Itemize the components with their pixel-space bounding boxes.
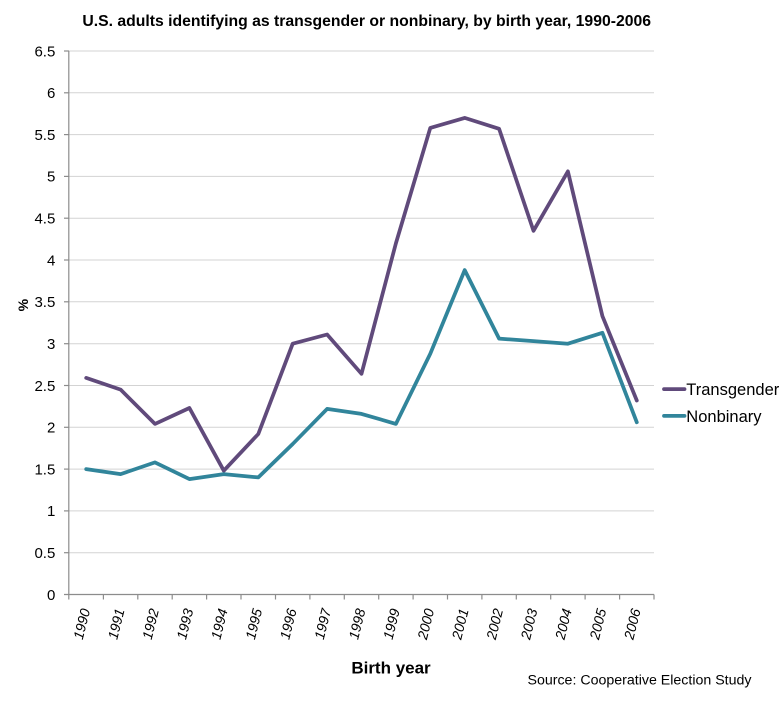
svg-text:0.5: 0.5 bbox=[34, 545, 55, 562]
svg-text:%: % bbox=[15, 298, 31, 311]
svg-text:1998: 1998 bbox=[345, 607, 368, 641]
svg-text:5.5: 5.5 bbox=[34, 127, 55, 144]
svg-text:1996: 1996 bbox=[277, 607, 300, 641]
svg-text:3: 3 bbox=[47, 336, 55, 353]
svg-text:2002: 2002 bbox=[483, 607, 506, 642]
svg-text:1992: 1992 bbox=[139, 607, 162, 641]
svg-text:1.5: 1.5 bbox=[34, 461, 55, 478]
svg-text:2004: 2004 bbox=[552, 607, 575, 642]
svg-text:0: 0 bbox=[47, 587, 55, 604]
svg-text:2005: 2005 bbox=[586, 607, 609, 642]
svg-text:1997: 1997 bbox=[311, 606, 334, 641]
svg-text:6.5: 6.5 bbox=[34, 43, 55, 60]
svg-text:2001: 2001 bbox=[448, 607, 471, 642]
svg-text:Transgender: Transgender bbox=[686, 381, 779, 399]
svg-text:2000: 2000 bbox=[414, 607, 437, 642]
svg-text:Source: Cooperative Election S: Source: Cooperative Election Study bbox=[528, 673, 753, 689]
svg-text:1990: 1990 bbox=[70, 607, 93, 641]
svg-text:3.5: 3.5 bbox=[34, 294, 55, 311]
svg-text:4.5: 4.5 bbox=[34, 211, 55, 228]
svg-text:1995: 1995 bbox=[242, 607, 265, 641]
svg-text:5: 5 bbox=[47, 169, 55, 186]
svg-text:2006: 2006 bbox=[620, 607, 643, 642]
svg-text:1991: 1991 bbox=[104, 607, 127, 641]
svg-text:Birth year: Birth year bbox=[351, 659, 431, 678]
svg-text:1999: 1999 bbox=[380, 607, 403, 641]
svg-text:2003: 2003 bbox=[517, 607, 540, 642]
svg-text:1: 1 bbox=[47, 503, 55, 520]
svg-text:Nonbinary: Nonbinary bbox=[686, 408, 762, 426]
svg-text:2: 2 bbox=[47, 420, 55, 437]
svg-text:2.5: 2.5 bbox=[34, 378, 55, 395]
svg-text:U.S. adults identifying as tra: U.S. adults identifying as transgender o… bbox=[82, 13, 651, 30]
svg-text:6: 6 bbox=[47, 85, 55, 102]
svg-text:1994: 1994 bbox=[208, 607, 231, 641]
svg-text:1993: 1993 bbox=[173, 607, 196, 641]
svg-text:4: 4 bbox=[47, 252, 55, 269]
